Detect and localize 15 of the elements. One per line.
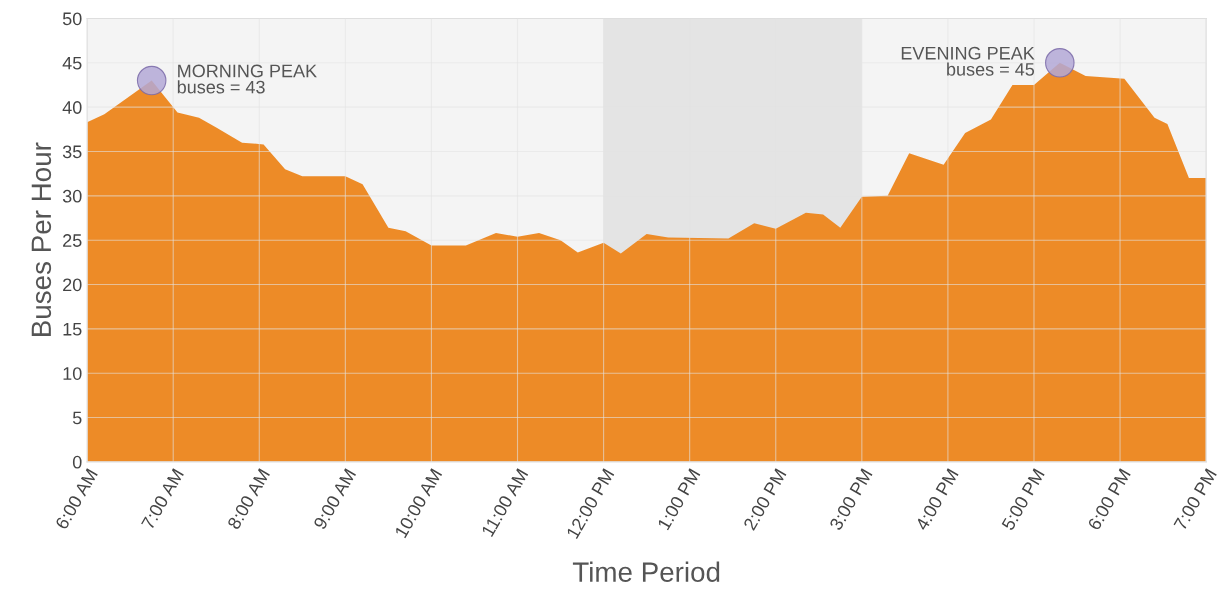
- y-tick-label: 5: [72, 411, 82, 425]
- y-tick-label: 50: [62, 12, 82, 26]
- y-tick-label: 40: [62, 101, 82, 114]
- y-tick-label: 15: [63, 322, 82, 336]
- y-tick-label: 20: [63, 278, 82, 292]
- annotation: MORNING PEAK buses = 43: [177, 64, 317, 94]
- y-tick-label: 0: [72, 455, 82, 469]
- y-axis-title: Buses Per Hour: [31, 142, 52, 336]
- x-axis-title: Time Period: [572, 561, 720, 582]
- y-tick-label: 45: [62, 56, 82, 70]
- y-tick-label: 30: [62, 189, 82, 203]
- y-tick-label: 25: [63, 234, 82, 247]
- y-tick-label: 10: [63, 367, 82, 380]
- annotation: EVENING PEAK buses = 45: [901, 46, 1035, 76]
- y-tick-label: 35: [62, 145, 82, 159]
